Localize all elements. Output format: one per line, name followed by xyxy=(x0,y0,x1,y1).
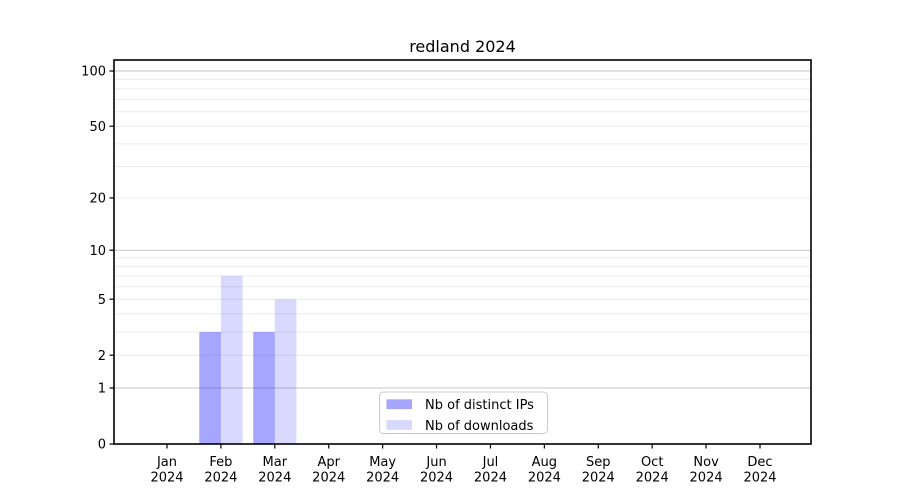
y-tick-label: 10 xyxy=(89,244,106,259)
x-tick-label-year: 2024 xyxy=(690,471,723,486)
bar-feb-series0 xyxy=(199,331,221,444)
y-tick-label: 100 xyxy=(81,65,106,80)
y-tick-label: 1 xyxy=(98,382,106,397)
x-tick-label-year: 2024 xyxy=(204,471,237,486)
x-tick-label-month: Oct xyxy=(641,455,663,470)
legend-box xyxy=(379,391,548,434)
x-tick-label-month: Jan xyxy=(156,455,177,470)
x-tick-label-month: Dec xyxy=(747,455,772,470)
x-tick-label-year: 2024 xyxy=(636,471,669,486)
x-tick-label-year: 2024 xyxy=(366,471,399,486)
plot-area: 0125102050100Jan2024Feb2024Mar2024Apr202… xyxy=(81,59,812,486)
x-tick-label-year: 2024 xyxy=(258,471,291,486)
x-tick-label-month: Nov xyxy=(693,455,719,470)
x-tick-label-year: 2024 xyxy=(528,471,561,486)
legend-swatch-distinct-ips xyxy=(386,399,412,410)
legend: Nb of distinct IPs Nb of downloads xyxy=(379,391,548,434)
x-tick-label-year: 2024 xyxy=(420,471,453,486)
x-tick-label-month: Aug xyxy=(532,455,557,470)
x-tick-label-year: 2024 xyxy=(150,471,183,486)
y-tick-label: 0 xyxy=(98,438,106,453)
x-tick-label-year: 2024 xyxy=(743,471,776,486)
x-tick-label-month: May xyxy=(369,455,396,470)
x-tick-label-year: 2024 xyxy=(312,471,345,486)
legend-label-downloads: Nb of downloads xyxy=(425,419,534,434)
y-tick-label: 5 xyxy=(98,293,106,308)
x-tick-label-year: 2024 xyxy=(474,471,507,486)
legend-label-distinct-ips: Nb of distinct IPs xyxy=(425,398,534,413)
x-tick-label-month: Jul xyxy=(482,455,499,470)
x-tick-label-month: Sep xyxy=(586,455,611,470)
x-tick-label-month: Jun xyxy=(425,455,446,470)
legend-swatch-downloads xyxy=(386,420,412,430)
bar-feb-series1 xyxy=(220,275,243,444)
x-tick-label-month: Mar xyxy=(263,455,288,470)
bar-mar-series1 xyxy=(274,299,297,444)
y-tick-label: 50 xyxy=(89,120,106,135)
y-tick-label: 20 xyxy=(89,192,106,207)
x-tick-label-month: Apr xyxy=(317,455,340,470)
x-tick-label-year: 2024 xyxy=(582,471,615,486)
x-tick-label-month: Feb xyxy=(209,455,232,470)
chart-title: redland 2024 xyxy=(409,37,516,56)
axes-spines xyxy=(113,59,812,445)
bar-mar-series0 xyxy=(253,331,275,444)
y-tick-label: 2 xyxy=(98,349,106,364)
